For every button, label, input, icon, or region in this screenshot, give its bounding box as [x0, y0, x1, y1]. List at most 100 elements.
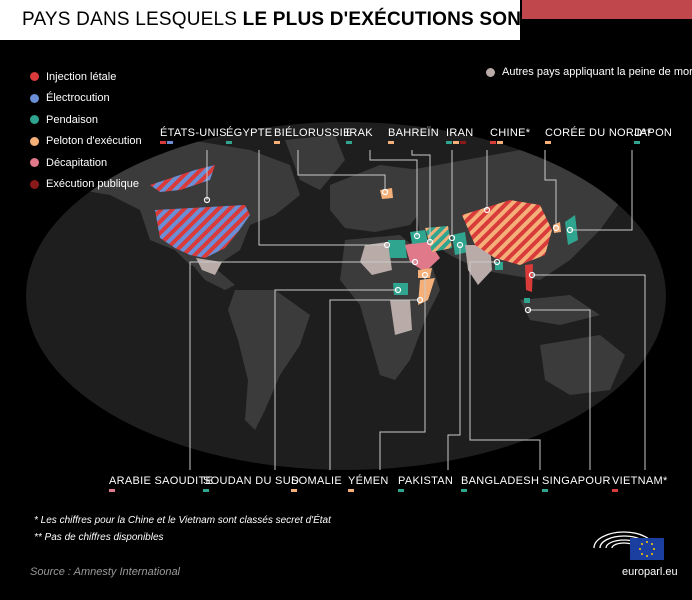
legend-dot [30, 136, 39, 146]
leader-lines [189, 150, 646, 470]
method-marks [203, 489, 299, 492]
africa [340, 235, 440, 380]
method-marks [388, 141, 439, 144]
method-mark [542, 489, 548, 492]
method-marks [612, 489, 668, 492]
method-mark [109, 489, 115, 492]
legend-label: Exécution publique [46, 178, 139, 191]
country-name: IRAK [346, 127, 373, 139]
method-mark [167, 141, 173, 144]
method-mark [490, 141, 496, 144]
country-name: ÉGYPTE [226, 127, 273, 139]
method-marks [346, 141, 373, 144]
country-name: ARABIE SAOUDITE [109, 475, 214, 487]
legend-dot [486, 67, 495, 77]
method-mark [460, 141, 466, 144]
top-country-label: ÉTATS-UNIS [160, 127, 227, 144]
bottom-country-label: SINGAPOUR [542, 475, 611, 492]
top-country-label: ÉGYPTE [226, 127, 272, 144]
method-marks [274, 141, 351, 144]
legend: Injection létale Électrocution Pendaison… [30, 66, 142, 195]
legend-item-decapitation: Décapitation [30, 152, 142, 174]
method-mark [446, 141, 452, 144]
country-name: JAPON [634, 127, 673, 139]
country-name: SOMALIE [291, 475, 343, 487]
method-marks [490, 141, 530, 144]
method-mark [545, 141, 551, 144]
legend-item-injection: Injection létale [30, 66, 142, 88]
method-mark [497, 141, 503, 144]
method-marks [446, 141, 473, 144]
method-marks [226, 141, 272, 144]
method-mark [453, 141, 459, 144]
method-mark [226, 141, 232, 144]
legend-item-pendaison: Pendaison [30, 109, 142, 131]
legend-label: Pendaison [46, 113, 98, 126]
country-name: CHINE* [490, 127, 531, 139]
method-mark [634, 141, 640, 144]
legend-dot [30, 115, 39, 125]
singapore [524, 298, 530, 303]
south-america [228, 290, 310, 430]
method-mark [160, 141, 166, 144]
legend-dot [30, 72, 39, 82]
method-mark [203, 489, 209, 492]
africa-other [360, 242, 392, 275]
method-marks [461, 489, 539, 492]
bottom-country-label: PAKISTAN [398, 475, 453, 492]
china [462, 200, 552, 265]
legend-other: Autres pays appliquant la peine de mort [486, 66, 692, 78]
top-country-label: BAHREÏN [388, 127, 439, 144]
source: Source : Amnesty International [30, 566, 181, 578]
pakistan [452, 232, 468, 255]
legend-label: Peloton d'exécution [46, 135, 142, 148]
country-name: ÉTATS-UNIS [160, 127, 227, 139]
bottom-country-label: BANGLADESH [461, 475, 539, 492]
bottom-country-label: SOUDAN DU SUD [203, 475, 299, 492]
country-name: VIETNAM* [612, 475, 668, 487]
europe [330, 165, 430, 232]
method-marks [109, 489, 213, 492]
country-name: SINGAPOUR [542, 475, 611, 487]
method-marks [291, 489, 342, 492]
parliament-logo [593, 531, 664, 560]
method-marks [348, 489, 389, 492]
legend-dot [30, 158, 39, 168]
method-mark [274, 141, 280, 144]
method-marks [545, 141, 652, 144]
africa-other-2 [390, 300, 412, 335]
egypt [388, 240, 407, 258]
country-name: BIÉLORUSSIE [274, 127, 351, 139]
legend-label: Électrocution [46, 92, 110, 105]
iran [425, 226, 452, 252]
footnote-no-data: ** Pas de chiffres disponibles [34, 532, 164, 543]
country-markers [203, 188, 574, 314]
legend-label: Autres pays appliquant la peine de mort [502, 66, 692, 78]
method-mark [346, 141, 352, 144]
method-marks [398, 489, 453, 492]
country-name: BANGLADESH [461, 475, 540, 487]
method-marks [634, 141, 672, 144]
top-country-label: IRAK [346, 127, 373, 144]
legend-dot [30, 179, 39, 189]
method-marks [160, 141, 227, 144]
bottom-country-label: VIETNAM* [612, 475, 668, 492]
australia [540, 335, 625, 395]
method-mark [388, 141, 394, 144]
legend-item-electrocution: Électrocution [30, 88, 142, 110]
site-link[interactable]: europarl.eu [622, 566, 678, 578]
central-america [190, 262, 235, 290]
legend-item-publique: Exécution publique [30, 174, 142, 196]
legend-item-peloton: Peloton d'exécution [30, 131, 142, 153]
method-mark [461, 489, 467, 492]
country-name: YÉMEN [348, 475, 389, 487]
bottom-country-label: SOMALIE [291, 475, 342, 492]
method-mark [398, 489, 404, 492]
method-marks [542, 489, 611, 492]
title-light: PAYS DANS LESQUELS [22, 9, 238, 30]
method-mark [612, 489, 618, 492]
alaska [150, 165, 215, 192]
method-mark [291, 489, 297, 492]
india [465, 245, 492, 285]
